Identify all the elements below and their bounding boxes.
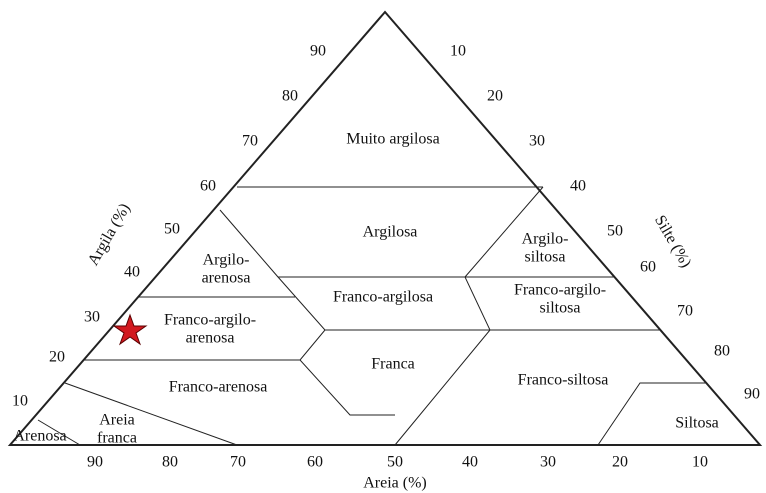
triangle-outline (7, 10, 763, 446)
sand-tick-label: 80 (162, 454, 178, 471)
region-label: Franco-argilosa (333, 289, 433, 306)
sand-tick-label: 50 (387, 454, 403, 471)
clay-tick-label: 90 (310, 43, 326, 60)
region-label: Franca (371, 356, 415, 373)
region-label: Franco-argilo- (164, 312, 256, 329)
region-label: Areia (99, 412, 135, 429)
region-label: arenosa (202, 270, 251, 287)
clay-tick-label: 30 (84, 309, 100, 326)
silt-tick-label: 40 (570, 178, 586, 195)
silt-tick-label: 80 (714, 343, 730, 360)
sand-tick-label: 20 (612, 454, 628, 471)
region-label: franca (97, 430, 137, 447)
sand-tick-label: 60 (307, 454, 323, 471)
region-label: Argilo- (203, 252, 250, 269)
clay-axis-title: Argila (%) (85, 201, 134, 269)
clay-tick-label: 80 (282, 88, 298, 105)
silt-tick-label: 90 (744, 386, 760, 403)
sand-tick-label: 10 (692, 454, 708, 471)
region-label: arenosa (186, 330, 235, 347)
region-label: Siltosa (675, 415, 719, 432)
silt-tick-label: 30 (529, 133, 545, 150)
clay-tick-label: 10 (12, 393, 28, 410)
boundary (597, 382, 706, 446)
boundary (394, 186, 544, 446)
silt-tick-label: 60 (640, 259, 656, 276)
sand-tick-label: 90 (87, 454, 103, 471)
region-label: Muito argilosa (346, 131, 439, 148)
region-label: Arenosa (13, 428, 66, 445)
silt-tick-label: 50 (607, 223, 623, 240)
region-label: Argilosa (363, 224, 418, 241)
clay-tick-label: 20 (49, 349, 65, 366)
sample-star (112, 313, 148, 346)
silt-axis-title: Silte (%) (651, 213, 694, 271)
region-boundaries (37, 186, 706, 446)
boundary (64, 382, 238, 446)
sand-axis-title: Areia (%) (363, 475, 427, 492)
silt-tick-label: 70 (677, 303, 693, 320)
silt-tick-label: 10 (450, 43, 466, 60)
boundary (37, 419, 81, 446)
sand-tick-label: 30 (540, 454, 556, 471)
boundary (219, 209, 395, 416)
sand-tick-label: 40 (462, 454, 478, 471)
sand-tick-label: 70 (230, 454, 246, 471)
clay-tick-label: 60 (200, 178, 216, 195)
region-label: Franco-argilo- (514, 282, 606, 299)
region-label: Franco-siltosa (518, 372, 609, 389)
region-label: siltosa (525, 249, 566, 266)
clay-tick-label: 50 (164, 221, 180, 238)
region-label: siltosa (540, 300, 581, 317)
silt-tick-label: 20 (487, 88, 503, 105)
clay-tick-label: 40 (124, 264, 140, 281)
clay-tick-label: 70 (242, 133, 258, 150)
region-label: Argilo- (522, 231, 569, 248)
region-label: Franco-arenosa (169, 379, 268, 396)
